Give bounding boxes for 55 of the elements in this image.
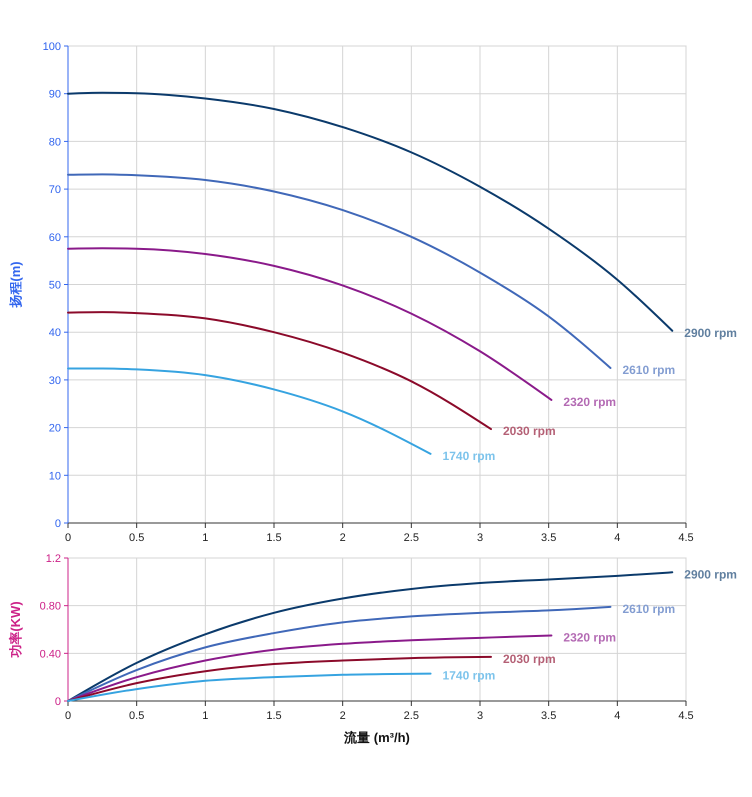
x-tick-label: 3 [476, 710, 484, 722]
x-tick-label: 4.5 [678, 710, 694, 722]
x-tick-label: 2 [340, 532, 346, 544]
y-tick-label: 60 [48, 232, 61, 244]
series-label: 2320 rpm [563, 394, 616, 409]
line-series [67, 367, 432, 455]
line-series [67, 173, 612, 369]
x-tick-label: 1.5 [266, 532, 282, 544]
y-tick-label: 70 [48, 184, 61, 196]
y-tick-label: 80 [48, 136, 61, 148]
x-tick-label: 1.5 [266, 710, 282, 722]
y-tick-label: 30 [48, 374, 61, 387]
y-tick-label: 0.80 [40, 600, 61, 613]
series-label: 2610 rpm [622, 362, 676, 377]
line-series [67, 571, 674, 702]
x-tick-label: 3.5 [541, 710, 556, 722]
y-tick-label: 0.40 [40, 648, 61, 660]
x-tick-label: 1 [202, 532, 208, 544]
x-tick-label: 4 [614, 710, 620, 722]
y-tick-label: 40 [48, 327, 61, 340]
y-tick-label: 20 [48, 422, 61, 435]
series-label: 2610 rpm [622, 602, 676, 616]
x-tick-label: 0 [64, 532, 72, 544]
x-tick-label: 0 [64, 710, 72, 722]
x-tick-label: 1 [202, 710, 208, 722]
x-tick-label: 3 [476, 532, 484, 544]
y-tick-label: 90 [48, 88, 61, 101]
line-series [67, 672, 432, 702]
x-tick-label: 4.5 [678, 532, 694, 544]
series-label: 2320 rpm [563, 630, 616, 644]
x-tick-label: 4 [614, 532, 620, 544]
y-axis-title: 功率(KW) [8, 601, 23, 659]
y-tick-label: 10 [48, 470, 61, 482]
series-label: 2030 rpm [502, 424, 556, 438]
x-tick-label: 2.5 [404, 532, 419, 544]
x-axis-title: 流量 (m³/h) [343, 730, 410, 745]
x-tick-label: 0.5 [129, 710, 144, 722]
line-series [67, 247, 552, 401]
x-tick-label: 2.5 [404, 710, 419, 722]
series-label: 1740 rpm [442, 448, 496, 463]
y-tick-label: 50 [48, 280, 61, 292]
line-series [67, 92, 674, 332]
y-tick-label: 0 [54, 696, 61, 708]
series-label: 1740 rpm [442, 668, 496, 683]
x-tick-label: 2 [340, 710, 346, 722]
series-label: 2030 rpm [502, 652, 556, 666]
x-tick-label: 3.5 [541, 532, 556, 544]
line-series [67, 311, 492, 430]
series-label: 2900 rpm [684, 326, 737, 340]
series-label: 2900 rpm [684, 567, 737, 582]
y-axis-title: 扬程(m) [8, 261, 23, 309]
y-tick-label: 0 [54, 518, 61, 530]
y-tick-label: 100 [42, 41, 61, 53]
x-tick-label: 0.5 [129, 532, 144, 544]
y-tick-label: 1.2 [46, 553, 61, 565]
